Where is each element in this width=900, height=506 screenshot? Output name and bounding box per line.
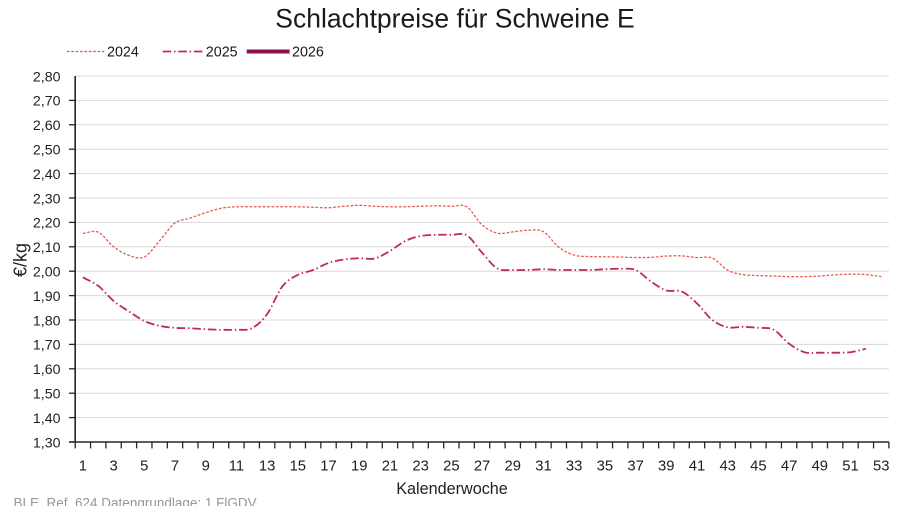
svg-text:2,20: 2,20 [33,216,61,232]
svg-text:Schlachtpreise für Schweine E: Schlachtpreise für Schweine E [275,4,634,34]
svg-text:41: 41 [689,458,705,474]
svg-text:23: 23 [412,458,428,474]
svg-text:2,40: 2,40 [33,167,61,183]
svg-text:39: 39 [658,458,674,474]
svg-text:3: 3 [109,458,117,474]
svg-text:1,60: 1,60 [33,362,61,378]
svg-text:33: 33 [566,458,582,474]
svg-text:2,30: 2,30 [33,191,61,207]
svg-text:2026: 2026 [292,45,324,61]
svg-text:2,60: 2,60 [33,118,61,134]
svg-text:49: 49 [812,458,828,474]
svg-text:19: 19 [351,458,367,474]
svg-text:43: 43 [719,458,735,474]
svg-text:29: 29 [505,458,521,474]
svg-text:15: 15 [290,458,306,474]
svg-text:2,70: 2,70 [33,94,61,110]
svg-text:9: 9 [202,458,210,474]
svg-text:31: 31 [535,458,551,474]
svg-text:BLE, Ref. 624 Datengrundlage:: BLE, Ref. 624 Datengrundlage: 1.FlGDV [14,496,257,506]
svg-text:45: 45 [750,458,766,474]
svg-text:1,80: 1,80 [33,313,61,329]
svg-text:1,50: 1,50 [33,387,61,403]
svg-text:5: 5 [140,458,148,474]
svg-text:Kalenderwoche: Kalenderwoche [396,480,508,498]
svg-text:€/kg: €/kg [10,243,30,277]
svg-text:37: 37 [627,458,643,474]
svg-text:2024: 2024 [107,45,139,61]
svg-text:7: 7 [171,458,179,474]
svg-text:1,30: 1,30 [33,435,61,451]
svg-text:53: 53 [873,458,889,474]
svg-text:2,00: 2,00 [33,265,61,281]
svg-text:17: 17 [320,458,336,474]
svg-text:1,70: 1,70 [33,338,61,354]
svg-text:2025: 2025 [206,45,238,61]
svg-text:27: 27 [474,458,490,474]
svg-text:1: 1 [79,458,87,474]
svg-text:2,10: 2,10 [33,240,61,256]
svg-text:47: 47 [781,458,797,474]
svg-text:1,40: 1,40 [33,411,61,427]
svg-text:51: 51 [842,458,858,474]
svg-text:11: 11 [229,458,244,474]
svg-text:25: 25 [443,458,459,474]
svg-text:21: 21 [382,458,398,474]
svg-text:2,80: 2,80 [33,69,61,85]
svg-text:13: 13 [259,458,275,474]
svg-text:1,90: 1,90 [33,289,61,305]
svg-text:35: 35 [597,458,613,474]
svg-text:2,50: 2,50 [33,143,61,159]
